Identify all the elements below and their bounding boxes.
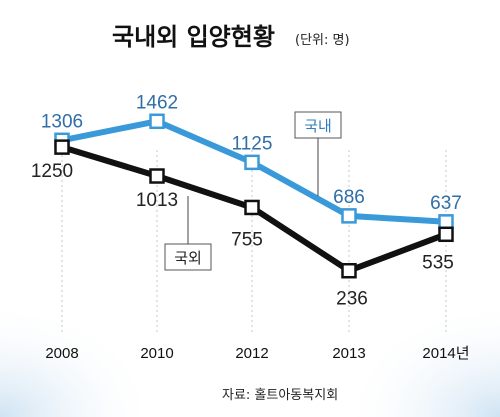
- data-label-international: 236: [336, 289, 368, 310]
- point-marker-international: [341, 262, 357, 279]
- marker-layer: [54, 113, 454, 279]
- point-marker-domestic: [341, 208, 357, 224]
- point-marker-domestic: [149, 113, 165, 130]
- x-tick-label: 2014년: [422, 345, 469, 362]
- background-glow-right: [340, 300, 500, 417]
- x-tick-label: 2010: [140, 345, 173, 362]
- data-label-domestic: 1125: [232, 133, 273, 154]
- background-glow-left: [0, 300, 160, 417]
- series-tag-box-domestic: [294, 111, 342, 139]
- point-marker-international: [438, 226, 454, 243]
- data-label-domestic: 637: [430, 193, 462, 214]
- x-tick-label: 2013: [332, 345, 365, 362]
- x-axis: 2008 2010 2012 2013 2014년: [45, 345, 469, 362]
- point-marker-domestic: [438, 214, 454, 230]
- value-label-layer: 1306 1462 1125 686 637 1250 1013 755 236 535: [31, 92, 462, 309]
- point-marker-international: [54, 139, 70, 155]
- point-marker-international: [149, 168, 165, 184]
- series-tag-box-international: [164, 243, 212, 271]
- series-tag-international: 국외: [174, 249, 202, 267]
- data-label-international: 1013: [136, 190, 178, 211]
- point-marker-domestic: [244, 154, 260, 171]
- chart-title: 국내외 입양현황: [112, 23, 275, 51]
- data-label-domestic: 1306: [41, 111, 83, 132]
- series-tag-domestic: 국내: [304, 117, 332, 135]
- data-label-domestic: 1462: [136, 92, 178, 113]
- point-marker-international: [244, 199, 260, 216]
- chart-unit: (단위: 명): [295, 33, 350, 48]
- data-label-international: 535: [422, 252, 454, 273]
- data-label-international: 1250: [31, 161, 73, 182]
- source-note: 자료: 홀트아동복지회: [222, 388, 338, 403]
- data-label-domestic: 686: [333, 187, 365, 208]
- x-tick-label: 2008: [45, 345, 78, 362]
- data-label-international: 755: [231, 229, 263, 250]
- x-tick-label: 2012: [235, 345, 268, 362]
